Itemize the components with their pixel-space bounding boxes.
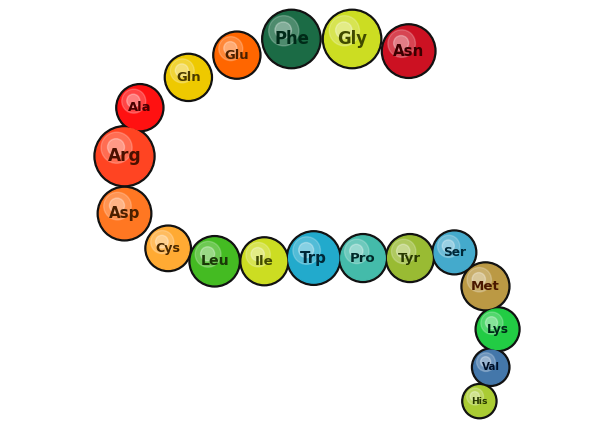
Circle shape — [240, 237, 289, 286]
Text: Met: Met — [471, 280, 500, 293]
Circle shape — [289, 233, 339, 283]
Text: Leu: Leu — [200, 254, 229, 268]
Text: Trp: Trp — [300, 250, 327, 265]
Circle shape — [481, 312, 503, 334]
Circle shape — [122, 89, 146, 113]
Circle shape — [145, 225, 192, 272]
Circle shape — [329, 15, 359, 46]
Text: Val: Val — [482, 362, 500, 372]
Circle shape — [464, 386, 495, 416]
Circle shape — [322, 9, 382, 68]
Circle shape — [101, 132, 132, 163]
Circle shape — [165, 54, 212, 101]
Circle shape — [481, 357, 491, 367]
Circle shape — [470, 392, 480, 401]
Text: Asn: Asn — [393, 44, 424, 59]
Circle shape — [476, 353, 495, 372]
Circle shape — [472, 348, 510, 386]
Circle shape — [391, 239, 416, 264]
Circle shape — [213, 31, 261, 79]
Text: Gly: Gly — [337, 30, 367, 48]
Circle shape — [438, 235, 460, 258]
Circle shape — [344, 239, 369, 264]
Circle shape — [384, 26, 433, 76]
Circle shape — [195, 241, 221, 267]
Text: Pro: Pro — [350, 252, 376, 265]
Circle shape — [107, 139, 125, 156]
Circle shape — [242, 239, 287, 283]
Circle shape — [150, 231, 174, 254]
Circle shape — [475, 307, 520, 352]
Circle shape — [166, 56, 210, 99]
Circle shape — [442, 240, 454, 252]
Text: Lys: Lys — [486, 323, 508, 336]
Circle shape — [434, 232, 475, 273]
Circle shape — [275, 22, 292, 39]
Circle shape — [381, 24, 436, 78]
Circle shape — [341, 236, 385, 280]
Circle shape — [251, 247, 265, 261]
Circle shape — [155, 235, 168, 248]
Circle shape — [388, 30, 416, 57]
Circle shape — [461, 262, 510, 311]
Circle shape — [126, 94, 140, 107]
Circle shape — [325, 12, 379, 66]
Circle shape — [394, 36, 409, 51]
Circle shape — [219, 37, 243, 61]
Circle shape — [349, 244, 363, 258]
Circle shape — [118, 86, 161, 130]
Circle shape — [467, 388, 484, 405]
Circle shape — [486, 317, 497, 329]
Text: Ile: Ile — [255, 255, 274, 268]
Circle shape — [223, 42, 237, 55]
Circle shape — [387, 236, 432, 280]
Circle shape — [386, 234, 434, 282]
Text: Arg: Arg — [107, 147, 141, 165]
Circle shape — [477, 309, 518, 349]
Circle shape — [262, 9, 321, 68]
Text: Phe: Phe — [274, 30, 309, 48]
Text: Tyr: Tyr — [398, 252, 421, 265]
Circle shape — [189, 236, 240, 287]
Circle shape — [97, 186, 152, 241]
Circle shape — [191, 238, 238, 285]
Circle shape — [474, 350, 508, 384]
Circle shape — [147, 227, 189, 269]
Circle shape — [104, 192, 131, 220]
Circle shape — [338, 234, 387, 282]
Circle shape — [215, 33, 258, 77]
Circle shape — [268, 15, 299, 46]
Circle shape — [432, 230, 476, 275]
Circle shape — [286, 231, 341, 285]
Text: Cys: Cys — [156, 242, 181, 255]
Text: Ser: Ser — [443, 246, 466, 259]
Text: His: His — [471, 397, 488, 406]
Circle shape — [336, 22, 352, 39]
Circle shape — [293, 237, 321, 265]
Circle shape — [246, 242, 270, 267]
Circle shape — [467, 268, 491, 292]
Circle shape — [463, 264, 508, 309]
Circle shape — [99, 189, 150, 239]
Circle shape — [175, 64, 188, 77]
Circle shape — [109, 198, 125, 213]
Text: Asp: Asp — [109, 206, 140, 221]
Circle shape — [94, 126, 155, 187]
Circle shape — [298, 243, 314, 258]
Circle shape — [397, 244, 410, 258]
Text: Glu: Glu — [225, 49, 249, 62]
Text: Ala: Ala — [128, 101, 152, 114]
Circle shape — [201, 247, 215, 261]
Circle shape — [462, 383, 497, 419]
Circle shape — [170, 59, 194, 83]
Circle shape — [472, 273, 486, 286]
Circle shape — [96, 128, 153, 184]
Text: Gln: Gln — [176, 71, 201, 84]
Circle shape — [264, 12, 319, 66]
Circle shape — [116, 83, 164, 132]
